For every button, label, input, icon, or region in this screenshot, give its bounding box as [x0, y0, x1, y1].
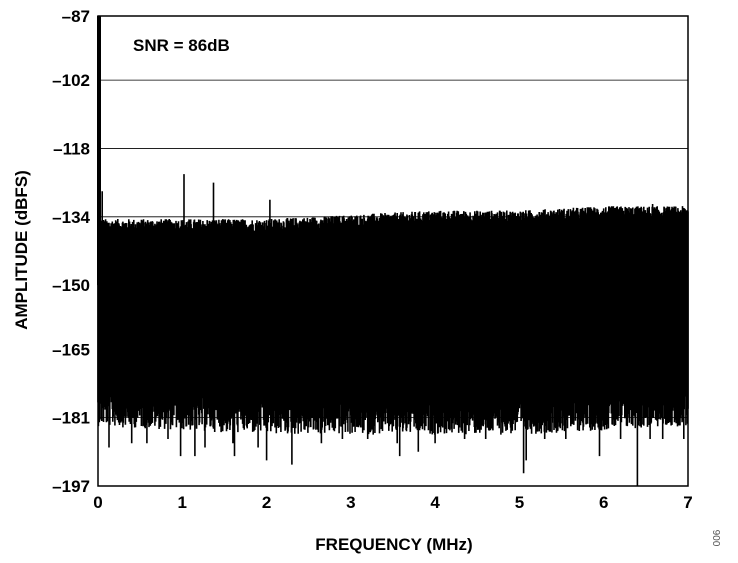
x-tick-label: 7 [683, 493, 692, 512]
x-tick-labels: 0 1 2 3 4 5 6 7 [93, 493, 692, 512]
y-tick-labels: –87 –102 –118 –134 –150 –165 –181 –197 [52, 7, 90, 496]
x-tick-label: 0 [93, 493, 102, 512]
x-axis-title: FREQUENCY (MHz) [315, 535, 472, 554]
spectrum-trace [97, 16, 689, 486]
x-tick-label: 5 [515, 493, 524, 512]
x-tick-label: 2 [262, 493, 271, 512]
y-tick-label: –87 [62, 7, 90, 26]
y-tick-label: –197 [52, 477, 90, 496]
x-tick-label: 1 [178, 493, 187, 512]
y-tick-label: –102 [52, 71, 90, 90]
fft-trace [97, 16, 689, 486]
y-axis-title: AMPLITUDE (dBFS) [12, 170, 31, 330]
snr-annotation: SNR = 86dB [133, 36, 230, 55]
y-tick-label: –134 [52, 208, 90, 227]
figure-id: 006 [712, 529, 723, 546]
plot-frame [97, 15, 689, 487]
x-tick-label: 4 [430, 493, 440, 512]
x-tick-label: 3 [346, 493, 355, 512]
y-tick-label: –118 [53, 139, 90, 158]
y-tick-label: –150 [52, 276, 90, 295]
y-tick-label: –165 [52, 340, 90, 359]
y-tick-label: –181 [52, 409, 90, 428]
x-tick-label: 6 [599, 493, 608, 512]
